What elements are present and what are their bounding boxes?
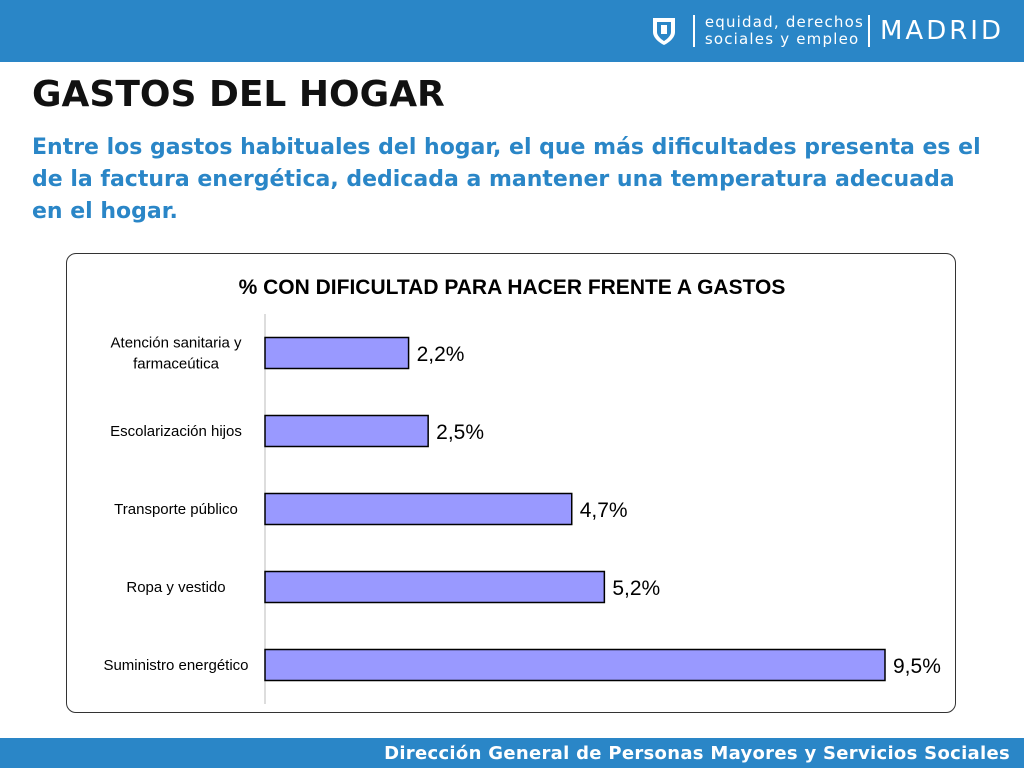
footer-bar: Dirección General de Personas Mayores y … (0, 738, 1024, 768)
category-label-line: Atención sanitaria y (111, 335, 242, 352)
category-label-5: Suministro energético (103, 657, 248, 674)
category-label-line: Suministro energético (103, 657, 248, 674)
data-label-2: 2,5% (436, 421, 484, 444)
data-label-5: 9,5% (893, 655, 941, 678)
bar-4 (264, 570, 606, 604)
category-label-3: Transporte público (114, 501, 238, 518)
category-label-2: Escolarización hijos (110, 423, 242, 440)
bar-5 (264, 648, 886, 682)
chart-title: % CON DIFICULTAD PARA HACER FRENTE A GAS… (239, 276, 786, 299)
data-label-1: 2,2% (417, 343, 465, 366)
category-label-line: Ropa y vestido (126, 579, 225, 596)
category-label-4: Ropa y vestido (126, 579, 225, 596)
data-label-4: 5,2% (612, 577, 660, 600)
bar-2 (264, 414, 429, 448)
category-label-line: Escolarización hijos (110, 423, 242, 440)
brand-department: equidad, derechos sociales y empleo (705, 14, 864, 48)
category-label-line: farmaceútica (133, 356, 220, 373)
brand-line-2: sociales y empleo (704, 30, 860, 48)
bar-chart: % CON DIFICULTAD PARA HACER FRENTE A GAS… (103, 276, 941, 704)
brand-line-1: equidad, derechos (704, 13, 864, 31)
page-title: GASTOS DEL HOGAR (32, 74, 445, 115)
bar-3 (264, 492, 573, 526)
bar-1 (264, 336, 410, 370)
page-subtitle: Entre los gastos habituales del hogar, e… (32, 135, 981, 224)
header-bar: equidad, derechos sociales y empleo MADR… (0, 0, 1024, 62)
brand-logo: equidad, derechos sociales y empleo MADR… (651, 14, 1004, 48)
brand-name: MADRID (880, 16, 1004, 46)
brand-divider-2 (868, 15, 870, 47)
data-label-3: 4,7% (580, 499, 628, 522)
brand-divider (692, 15, 695, 47)
chart-container: % CON DIFICULTAD PARA HACER FRENTE A GAS… (66, 253, 956, 713)
footer-text: Dirección General de Personas Mayores y … (384, 743, 1010, 764)
category-label-line: Transporte público (114, 501, 238, 518)
category-label-1: Atención sanitaria y farmaceútica (111, 335, 242, 373)
coat-of-arms-icon (652, 18, 675, 45)
